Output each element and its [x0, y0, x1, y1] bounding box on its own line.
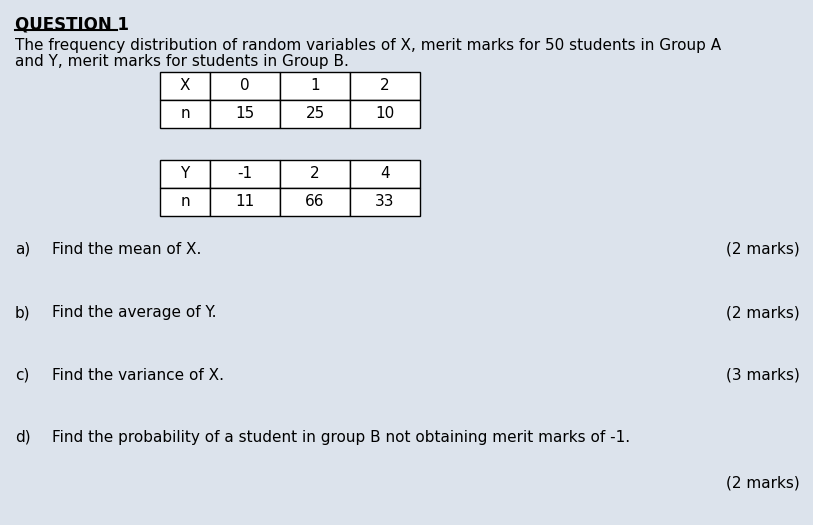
Text: 4: 4 — [380, 166, 389, 182]
Text: a): a) — [15, 242, 30, 257]
Text: n: n — [180, 194, 189, 209]
Text: (2 marks): (2 marks) — [726, 475, 800, 490]
Bar — [350, 188, 420, 216]
Text: 1: 1 — [311, 79, 320, 93]
Text: (2 marks): (2 marks) — [726, 305, 800, 320]
Bar — [160, 100, 210, 128]
Text: The frequency distribution of random variables of X, merit marks for 50 students: The frequency distribution of random var… — [15, 38, 721, 53]
Bar — [160, 188, 210, 216]
Bar — [280, 188, 350, 216]
Bar — [280, 72, 350, 100]
Text: 2: 2 — [311, 166, 320, 182]
Text: Y: Y — [180, 166, 189, 182]
Bar — [350, 72, 420, 100]
Text: 66: 66 — [305, 194, 324, 209]
Text: (2 marks): (2 marks) — [726, 242, 800, 257]
Text: and Y, merit marks for students in Group B.: and Y, merit marks for students in Group… — [15, 54, 349, 69]
Text: 25: 25 — [306, 107, 324, 121]
Bar — [280, 160, 350, 188]
Bar — [350, 100, 420, 128]
Text: X: X — [180, 79, 190, 93]
Bar — [160, 72, 210, 100]
Text: 10: 10 — [376, 107, 394, 121]
Text: (3 marks): (3 marks) — [726, 368, 800, 383]
Bar — [210, 72, 280, 100]
Bar — [160, 160, 210, 188]
Text: 15: 15 — [236, 107, 254, 121]
Bar — [210, 160, 280, 188]
Text: d): d) — [15, 430, 31, 445]
Text: n: n — [180, 107, 189, 121]
Text: c): c) — [15, 368, 29, 383]
Text: Find the average of Y.: Find the average of Y. — [52, 305, 216, 320]
Text: -1: -1 — [237, 166, 253, 182]
Text: 33: 33 — [376, 194, 395, 209]
Bar — [210, 100, 280, 128]
Bar — [280, 100, 350, 128]
Bar — [350, 160, 420, 188]
Text: 11: 11 — [236, 194, 254, 209]
Text: b): b) — [15, 305, 31, 320]
Text: 2: 2 — [380, 79, 389, 93]
Text: Find the mean of X.: Find the mean of X. — [52, 242, 202, 257]
Text: 0: 0 — [240, 79, 250, 93]
Text: Find the probability of a student in group B not obtaining merit marks of -1.: Find the probability of a student in gro… — [52, 430, 630, 445]
Text: QUESTION 1: QUESTION 1 — [15, 16, 129, 34]
Bar — [210, 188, 280, 216]
Text: Find the variance of X.: Find the variance of X. — [52, 368, 224, 383]
